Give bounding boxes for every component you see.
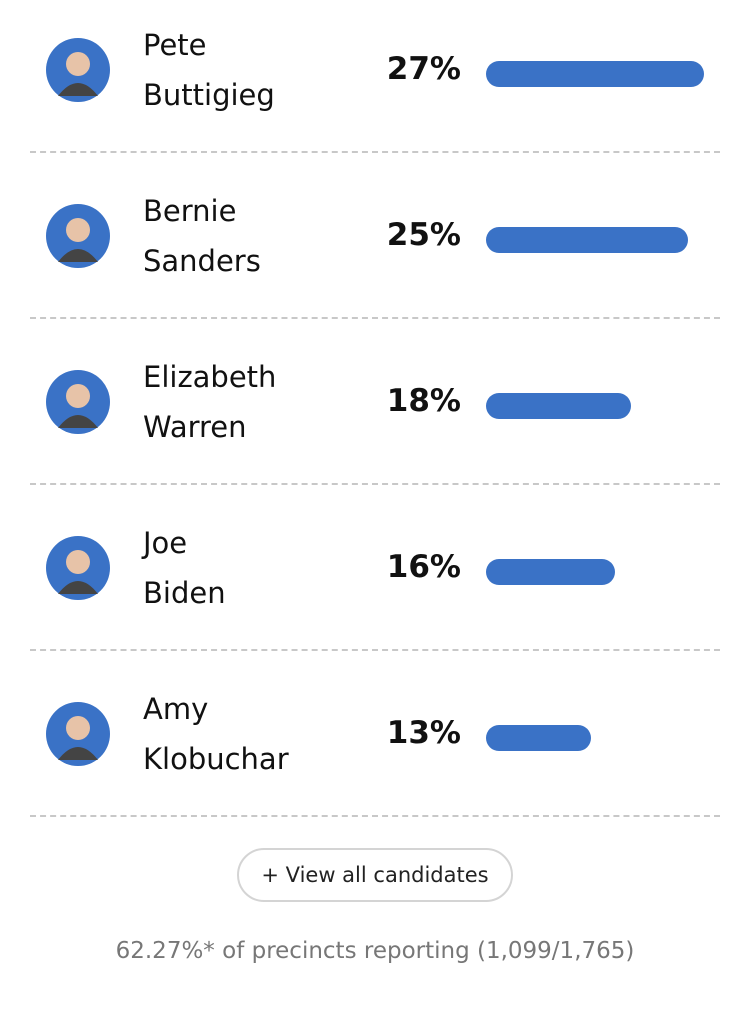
avatar-head (66, 716, 90, 740)
bar (486, 227, 688, 253)
avatar-head (66, 218, 90, 242)
percent-label: 27% (386, 51, 461, 87)
separator (30, 317, 720, 319)
candidate-name: Amy Klobuchar (143, 692, 289, 776)
percent-label: 18% (386, 383, 461, 419)
avatar-body (58, 249, 98, 262)
candidate-name: Pete Buttigieg (143, 28, 275, 112)
avatar-body (58, 83, 98, 96)
avatar-body (58, 747, 98, 760)
candidate-name: Joe Biden (143, 526, 226, 610)
bar (486, 725, 591, 751)
view-all-button[interactable]: + View all candidates (237, 848, 513, 902)
candidate-row: Joe Biden 16% (0, 502, 750, 668)
avatar (46, 38, 110, 102)
candidate-name: Bernie Sanders (143, 194, 261, 278)
separator (30, 483, 720, 485)
percent-label: 16% (386, 549, 461, 585)
avatar (46, 204, 110, 268)
candidate-name: Elizabeth Warren (143, 360, 277, 444)
candidate-row: Amy Klobuchar 13% (0, 668, 750, 834)
bar (486, 559, 616, 585)
percent-label: 13% (386, 715, 461, 751)
avatar (46, 536, 110, 600)
bar (486, 61, 704, 87)
separator (30, 151, 720, 153)
avatar (46, 370, 110, 434)
candidate-row: Bernie Sanders 25% (0, 170, 750, 336)
avatar (46, 702, 110, 766)
bar (486, 393, 632, 419)
avatar-body (58, 415, 98, 428)
avatar-head (66, 550, 90, 574)
avatar-body (58, 581, 98, 594)
percent-label: 25% (386, 217, 461, 253)
precincts-footer: 62.27%* of precincts reporting (1,099/1,… (115, 938, 635, 964)
separator (30, 815, 720, 817)
separator (30, 649, 720, 651)
candidate-row: Pete Buttigieg 27% (0, 4, 750, 170)
avatar-head (66, 52, 90, 76)
candidate-row: Elizabeth Warren 18% (0, 336, 750, 502)
avatar-head (66, 384, 90, 408)
